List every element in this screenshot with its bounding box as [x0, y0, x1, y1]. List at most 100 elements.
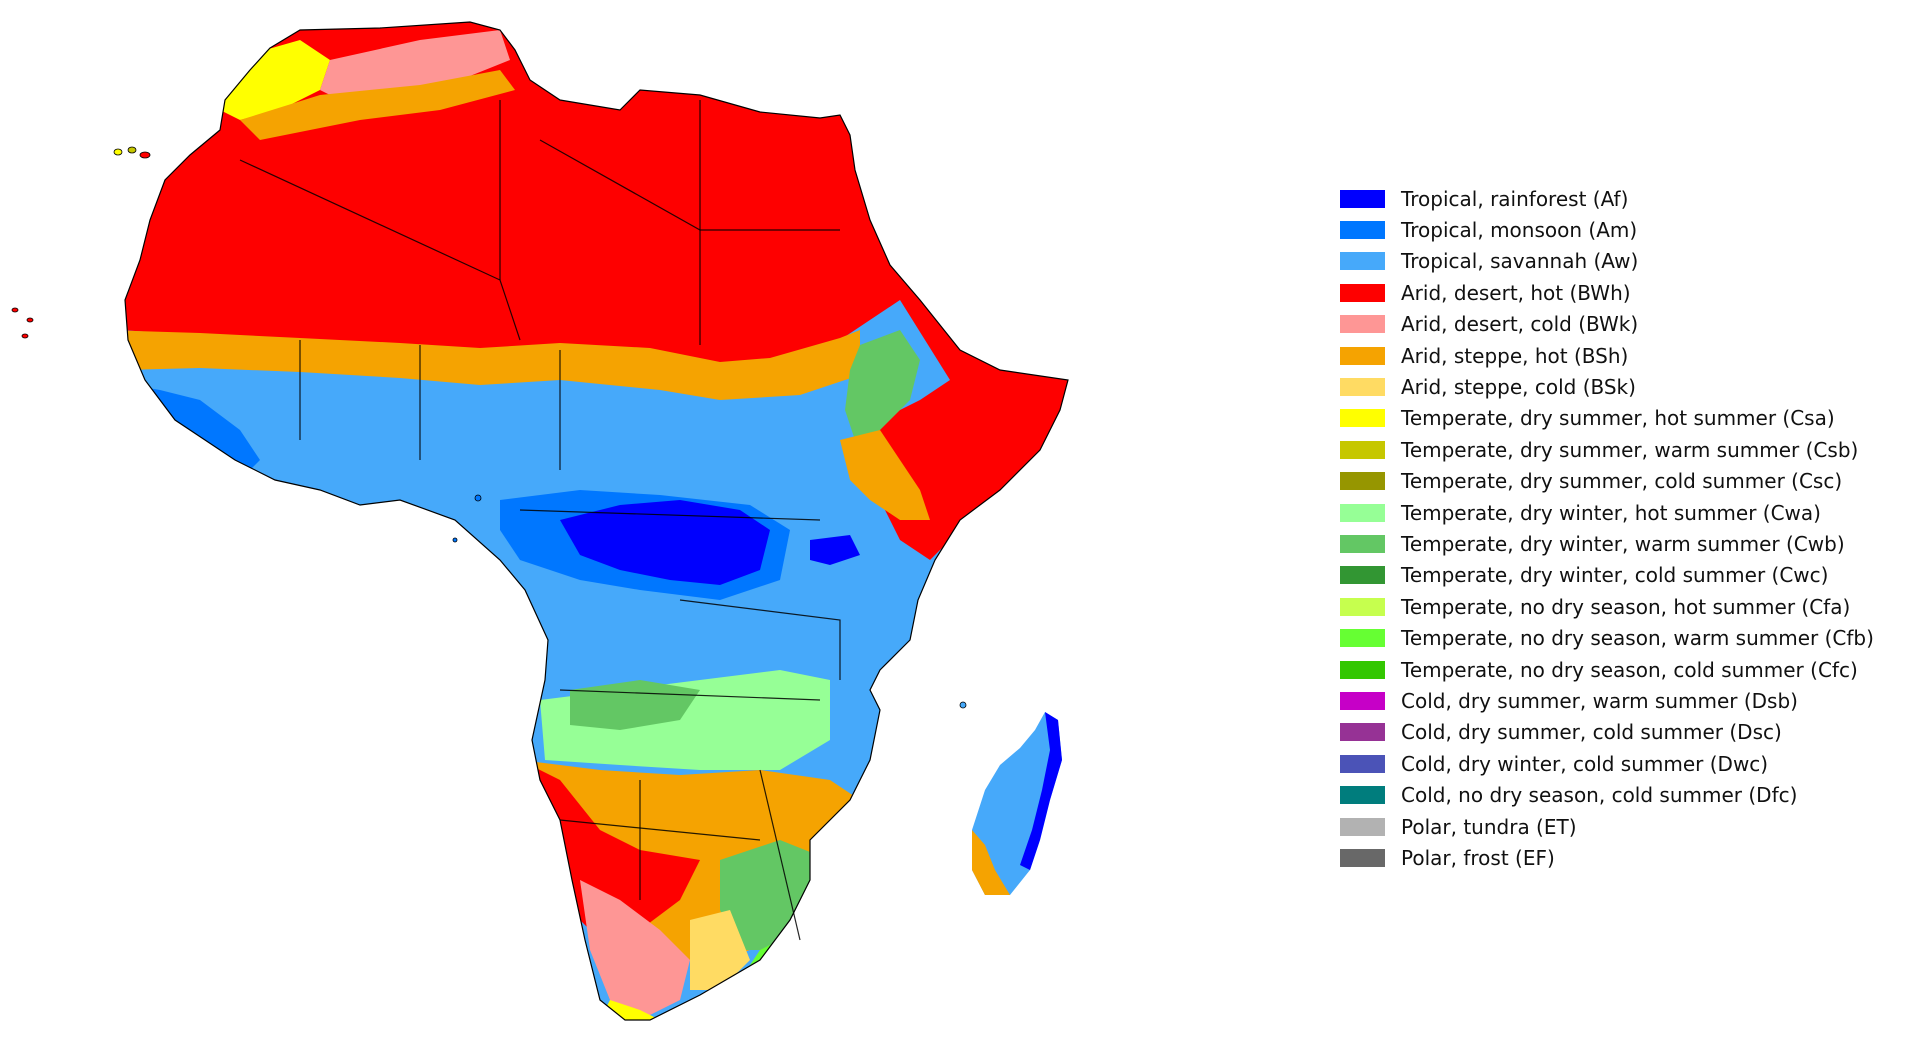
legend-item: Temperate, no dry season, warm summer (C… — [1340, 622, 1900, 653]
legend-item: Cold, dry summer, cold summer (Dsc) — [1340, 717, 1900, 748]
legend-label: Temperate, dry winter, hot summer (Cwa) — [1401, 500, 1821, 525]
legend-label: Temperate, dry summer, warm summer (Csb) — [1401, 437, 1859, 462]
canary-island — [127, 146, 137, 154]
legend-swatch — [1340, 660, 1385, 679]
madagascar — [972, 712, 1062, 895]
legend-swatch — [1340, 378, 1385, 397]
lake-region-rainforest — [810, 535, 860, 565]
border-line — [759, 769, 801, 941]
legend-swatch — [1340, 566, 1385, 585]
legend-swatch — [1340, 629, 1385, 648]
legend-item: Tropical, monsoon (Am) — [1340, 214, 1900, 245]
legend-label: Tropical, savannah (Aw) — [1401, 249, 1639, 274]
cape-verde-island — [11, 307, 19, 313]
legend-swatch — [1340, 221, 1385, 240]
legend-swatch — [1340, 503, 1385, 522]
legend-swatch — [1340, 346, 1385, 365]
africa-climate-map — [11, 21, 1069, 1021]
legend-swatch — [1340, 786, 1385, 805]
legend-label: Cold, dry summer, cold summer (Dsc) — [1401, 720, 1782, 745]
legend-label: Cold, dry winter, cold summer (Dwc) — [1401, 751, 1769, 776]
ethiopian-highlands-region — [845, 330, 920, 440]
namib-kalahari-desert-region — [520, 760, 700, 940]
legend-item: Arid, desert, cold (BWk) — [1340, 309, 1900, 340]
legend-label: Tropical, rainforest (Af) — [1401, 186, 1629, 211]
legend-label: Arid, desert, hot (BWh) — [1401, 280, 1631, 305]
legend-item: Arid, steppe, cold (BSk) — [1340, 371, 1900, 402]
legend-swatch — [1340, 723, 1385, 742]
gulf-of-guinea-island — [474, 494, 482, 502]
legend-swatch — [1340, 409, 1385, 428]
legend-item: Cold, dry winter, cold summer (Dwc) — [1340, 748, 1900, 779]
legend-item: Arid, steppe, hot (BSh) — [1340, 340, 1900, 371]
legend-swatch — [1340, 283, 1385, 302]
legend-label: Temperate, dry winter, cold summer (Cwc) — [1401, 563, 1829, 588]
legend-item: Temperate, dry summer, hot summer (Csa) — [1340, 403, 1900, 434]
legend-item: Temperate, dry winter, warm summer (Cwb) — [1340, 528, 1900, 559]
cape-csa-region — [600, 1000, 660, 1020]
legend-swatch — [1340, 440, 1385, 459]
legend-label: Cold, dry summer, warm summer (Dsb) — [1401, 688, 1798, 713]
legend-label: Temperate, no dry season, warm summer (C… — [1401, 626, 1874, 651]
legend-item: Cold, no dry season, cold summer (Dfc) — [1340, 779, 1900, 810]
cape-verde-island — [26, 317, 34, 323]
legend-item: Tropical, savannah (Aw) — [1340, 246, 1900, 277]
legend-swatch — [1340, 252, 1385, 271]
karoo-cold-desert-region — [580, 880, 690, 1020]
legend-label: Tropical, monsoon (Am) — [1401, 218, 1638, 243]
legend-swatch — [1340, 597, 1385, 616]
legend-label: Cold, no dry season, cold summer (Dfc) — [1401, 783, 1798, 808]
desert-hot-north-region — [125, 22, 1068, 365]
legend-label: Temperate, no dry season, hot summer (Cf… — [1401, 594, 1851, 619]
gulf-of-guinea-island — [452, 537, 458, 543]
legend-item: Temperate, dry winter, hot summer (Cwa) — [1340, 497, 1900, 528]
legend-swatch — [1340, 472, 1385, 491]
border-line — [519, 509, 821, 521]
small-islands — [11, 146, 967, 709]
legend-label: Temperate, dry summer, cold summer (Csc) — [1401, 469, 1843, 494]
border-line — [539, 139, 840, 231]
legend-swatch — [1340, 315, 1385, 334]
legend-swatch — [1340, 534, 1385, 553]
legend-item: Tropical, rainforest (Af) — [1340, 183, 1900, 214]
legend-item: Temperate, dry summer, cold summer (Csc) — [1340, 466, 1900, 497]
legend-swatch — [1340, 848, 1385, 867]
legend-item: Temperate, no dry season, cold summer (C… — [1340, 654, 1900, 685]
legend-item: Polar, tundra (ET) — [1340, 811, 1900, 842]
steppe-maghreb-region — [240, 70, 515, 140]
legend-label: Arid, desert, cold (BWk) — [1401, 312, 1639, 337]
country-borders — [239, 100, 841, 941]
legend-item: Temperate, dry winter, cold summer (Cwc) — [1340, 560, 1900, 591]
madagascar-east-rainforest — [1020, 712, 1062, 870]
legend-label: Temperate, no dry season, cold summer (C… — [1401, 657, 1858, 682]
legend-label: Polar, frost (EF) — [1401, 845, 1555, 870]
climate-legend: Tropical, rainforest (Af) Tropical, monso… — [1340, 183, 1900, 874]
cape-verde-island — [21, 333, 29, 339]
comoros-island — [959, 701, 967, 709]
legend-item: Cold, dry summer, warm summer (Dsb) — [1340, 685, 1900, 716]
legend-item: Temperate, dry summer, warm summer (Csb) — [1340, 434, 1900, 465]
congo-rainforest-region — [560, 500, 770, 585]
cold-desert-maghreb-region — [320, 30, 510, 100]
border-line — [679, 599, 841, 680]
legend-label: Arid, steppe, hot (BSh) — [1401, 343, 1629, 368]
africa-coastline — [124, 21, 1069, 1021]
legend-item: Polar, frost (EF) — [1340, 842, 1900, 873]
zambia-cwb-region — [570, 680, 700, 730]
legend-item: Arid, desert, hot (BWh) — [1340, 277, 1900, 308]
legend-swatch — [1340, 754, 1385, 773]
legend-swatch — [1340, 817, 1385, 836]
cape-bsk-region — [690, 910, 750, 990]
legend-label: Temperate, dry winter, warm summer (Cwb) — [1401, 531, 1845, 556]
legend-label: Temperate, dry summer, hot summer (Csa) — [1401, 406, 1835, 431]
legend-label: Polar, tundra (ET) — [1401, 814, 1577, 839]
border-line — [559, 819, 761, 841]
canary-island — [113, 148, 123, 156]
east-africa-steppe-region — [840, 430, 930, 520]
border-line — [559, 689, 821, 701]
legend-label: Arid, steppe, cold (BSk) — [1401, 375, 1636, 400]
canary-island — [139, 151, 151, 159]
legend-swatch — [1340, 189, 1385, 208]
madagascar-southwest-steppe — [972, 830, 1010, 895]
legend-swatch — [1340, 691, 1385, 710]
